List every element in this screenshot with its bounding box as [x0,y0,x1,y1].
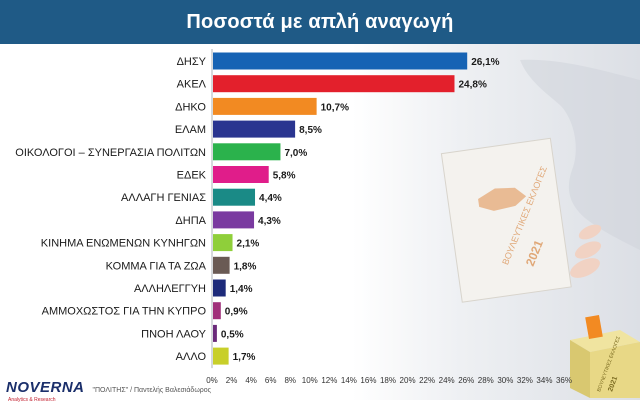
value-label: 26,1% [471,57,499,68]
category-label: ΕΛΑΜ [175,124,206,136]
value-label: 0,5% [221,329,244,340]
category-label: ΔΗΠΑ [175,215,206,227]
category-label: ΟΙΚΟΛΟΓΟΙ – ΣΥΝΕΡΓΑΣΙΑ ΠΟΛΙΤΩΝ [15,147,206,159]
x-tick-label: 26% [458,376,474,385]
bar [213,324,217,342]
ballot-box-icon: ΒΟΥΛΕΥΤΙΚΕΣ ΕΚΛΟΓΕΣ 2021 [570,314,640,398]
chart-header: Ποσοστά με απλή αναγωγή [0,0,640,44]
x-tick-label: 18% [380,376,396,385]
x-tick-label: 2% [226,376,238,385]
category-label: ΑΜΜΟΧΩΣΤΟΣ ΓΙΑ ΤΗΝ ΚΥΠΡΟ [42,306,207,318]
bar [213,234,233,252]
bar [213,211,255,229]
category-label: ΚΟΜΜΑ ΓΙΑ ΤΑ ΖΩΑ [106,260,207,272]
bar [213,143,281,161]
value-label: 1,8% [234,261,257,272]
value-label: 8,5% [299,125,322,136]
x-tick-label: 0% [206,376,218,385]
box-year: 2021 [607,376,619,393]
value-label: 7,0% [284,148,307,159]
category-label: ΑΚΕΛ [177,79,207,91]
value-label: 4,4% [259,193,282,204]
x-tick-label: 10% [302,376,318,385]
x-tick-label: 28% [478,376,494,385]
category-label: ΠΝΟΗ ΛΑΟΥ [141,328,206,340]
bar [213,52,468,70]
x-tick-label: 36% [556,376,572,385]
cyprus-map-icon [478,187,527,211]
category-label: ΑΛΛΑΓΗ ΓΕΝΙΑΣ [121,192,206,204]
bar [213,302,221,320]
bar [213,188,256,206]
category-label: ΚΙΝΗΜΑ ΕΝΩΜΕΝΩΝ ΚΥΝΗΓΩΝ [41,238,206,250]
x-tick-label: 8% [284,376,296,385]
bar [213,120,296,138]
x-tick-label: 12% [321,376,337,385]
value-label: 5,8% [273,171,296,182]
x-tick-label: 20% [400,376,416,385]
noverna-logo: NOVERNA [6,379,85,396]
bar [213,256,230,274]
value-label: 24,8% [458,80,486,91]
x-tick-label: 32% [517,376,533,385]
footer: NOVERNA Analytics & Research "ΠΟΛΙΤΗΣ" /… [6,376,212,403]
x-tick-label: 24% [439,376,455,385]
x-tick-label: 16% [360,376,376,385]
value-label: 10,7% [321,102,349,113]
bar [213,166,269,183]
value-label: 0,9% [225,307,248,318]
x-tick-label: 34% [536,376,552,385]
x-tick-label: 22% [419,376,435,385]
chart-title: Ποσοστά με απλή αναγωγή [186,10,454,33]
x-tick-label: 4% [245,376,257,385]
bar [213,279,226,297]
bar [213,347,229,365]
logo-subtitle: Analytics & Research [8,397,56,403]
bar [213,97,317,115]
category-label: ΑΛΛΗΛΕΓΓΥΗ [134,283,206,295]
category-label: ΕΔΕΚ [177,170,207,182]
category-label: ΑΛΛΟ [176,351,207,363]
value-label: 4,3% [258,216,281,227]
bar [213,75,455,93]
x-tick-label: 6% [265,376,277,385]
x-tick-label: 14% [341,376,357,385]
x-tick-label: 30% [497,376,513,385]
value-label: 1,4% [230,284,253,295]
category-label: ΔΗΣΥ [177,56,207,68]
photo-credit: "ΠΟΛΙΤΗΣ" / Παντελής Βαλεσιάδωρος [92,387,212,394]
value-label: 2,1% [237,239,260,250]
category-label: ΔΗΚΟ [175,101,206,113]
value-label: 1,7% [233,352,256,363]
